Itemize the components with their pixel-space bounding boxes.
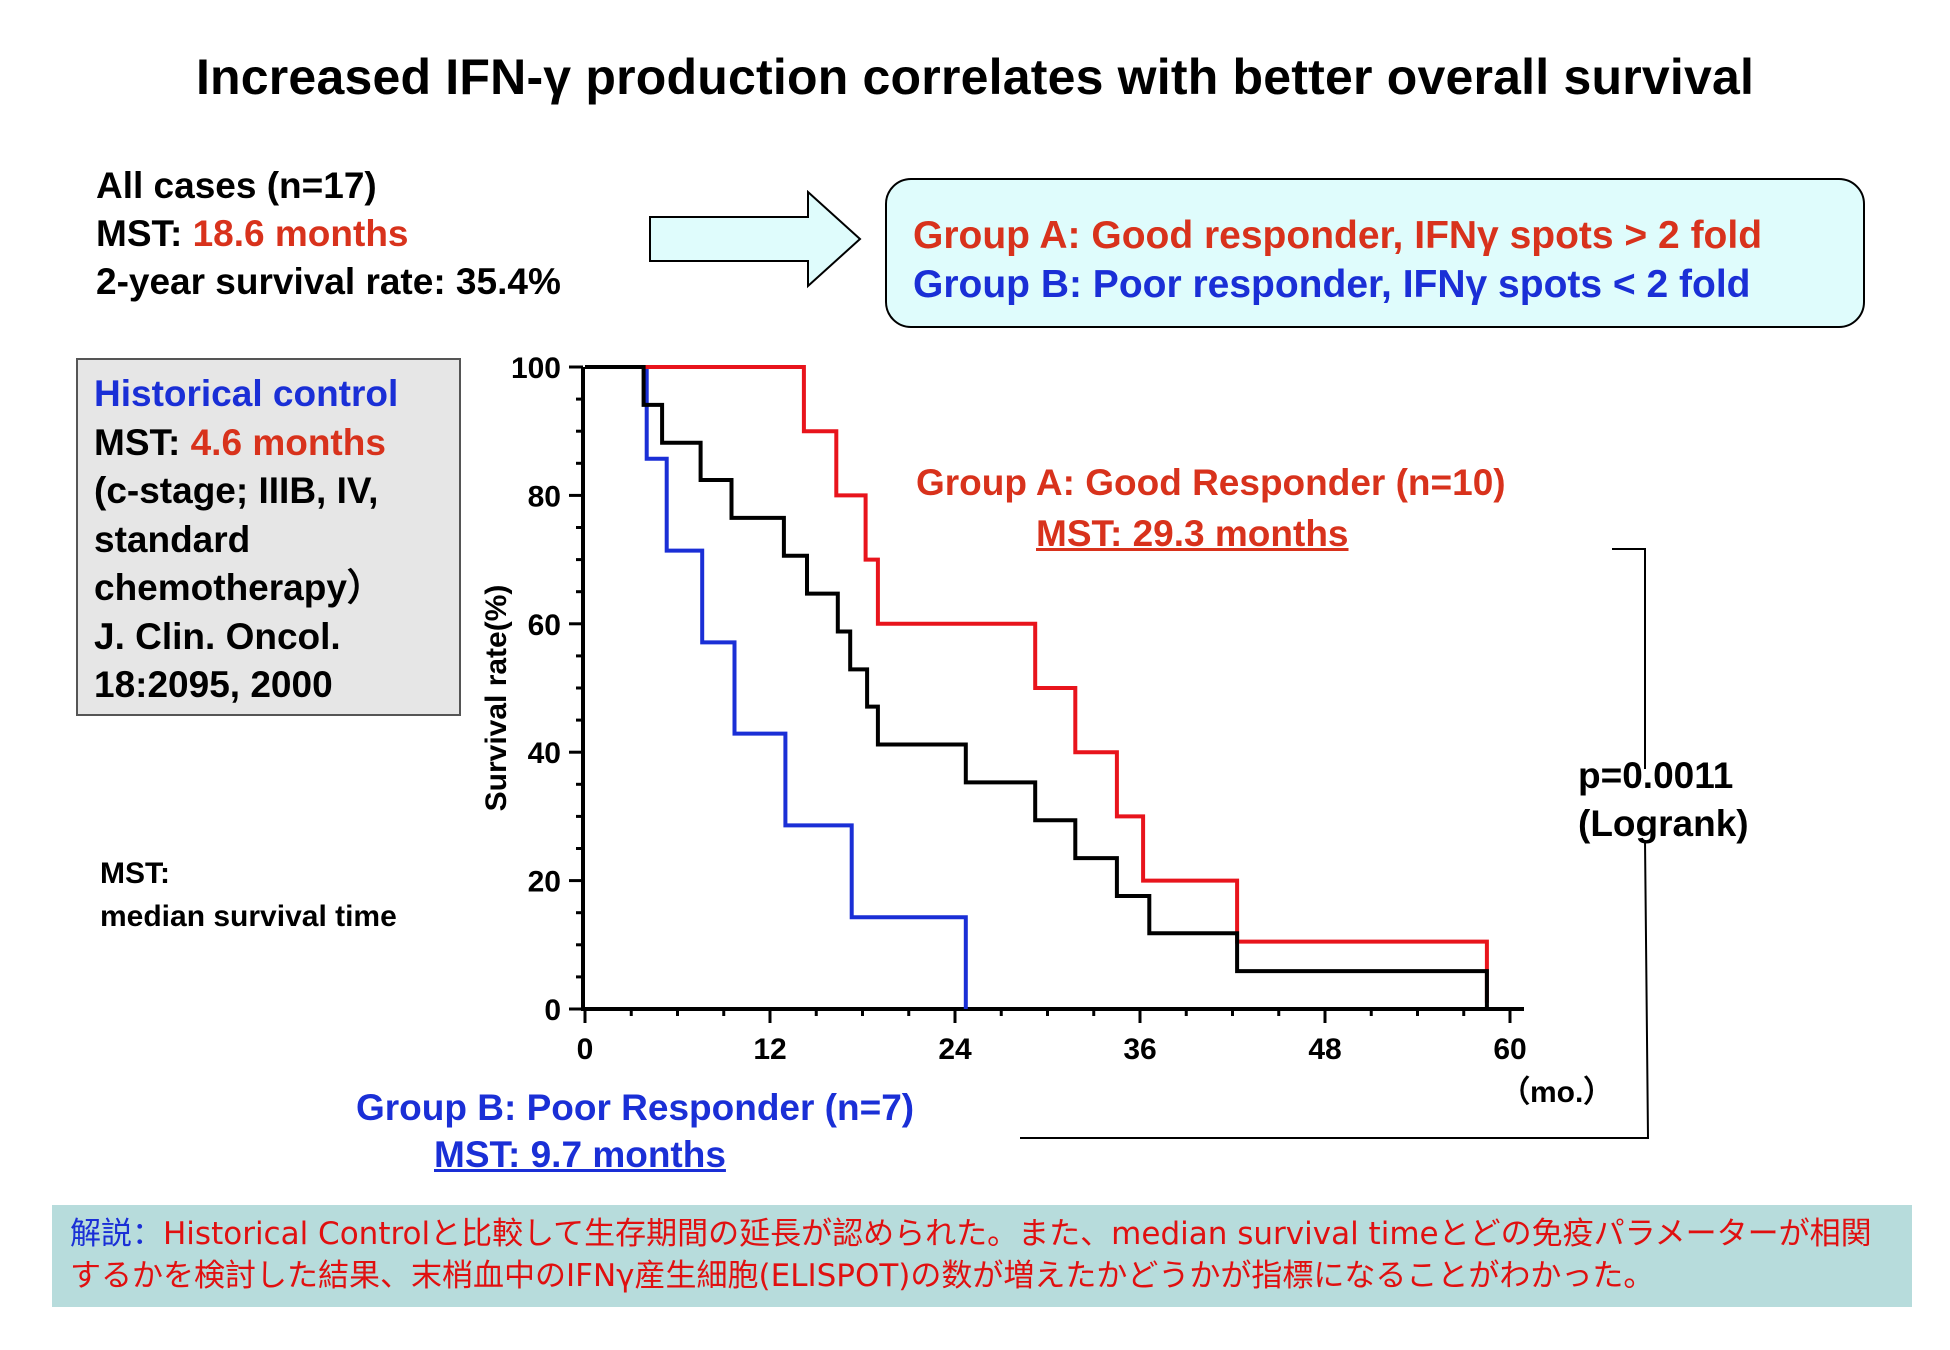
historical-control-heading: Historical control	[94, 373, 399, 414]
footer-explanation: 解説：Historical Controlと比較して生存期間の延長が認められた。…	[52, 1205, 1912, 1307]
historical-control-mst: MST: 4.6 months	[94, 419, 443, 468]
x-tick-label: 24	[938, 1033, 972, 1066]
all-cases-summary: All cases (n=17) MST: 18.6 months 2-year…	[96, 162, 561, 306]
historical-control-mst-value: 4.6 months	[190, 421, 386, 463]
x-tick-label: 12	[753, 1033, 786, 1066]
all-cases-count: All cases (n=17)	[96, 165, 377, 206]
group-a-mst-label: MST: 29.3 months	[1036, 513, 1349, 554]
y-tick-label: 20	[528, 866, 561, 899]
chart-series	[585, 365, 1489, 1009]
historical-control-line: J. Clin. Oncol.	[94, 615, 341, 657]
y-tick-label: 100	[511, 352, 561, 385]
bracket-upper-line	[1612, 548, 1646, 769]
mst-label: MST:	[94, 421, 191, 463]
series-line	[585, 365, 1489, 1009]
footer-line-2: するかを検討した結果、末梢血中のIFNγ産生細胞(ELISPOT)の数が増えたか…	[70, 1258, 1655, 1294]
group-a-definition: Group A: Good responder, IFNγ spots > 2 …	[913, 214, 1763, 257]
mst-abbreviation: MST:	[100, 857, 170, 890]
y-tick-label: 80	[528, 480, 561, 513]
page-title: Increased IFN-γ production correlates wi…	[195, 49, 1755, 105]
historical-control-box: Historical control MST: 4.6 months (c-st…	[76, 358, 461, 716]
y-tick-label: 60	[528, 609, 561, 642]
bracket-lower-line	[1020, 839, 1650, 1139]
x-tick-label: 48	[1308, 1033, 1341, 1066]
right-arrow-icon	[649, 190, 862, 289]
footer-line-1: 解説：Historical Controlと比較して生存期間の延長が認められた。…	[70, 1213, 1894, 1255]
statistical-test: (Logrank)	[1578, 803, 1749, 844]
x-tick-label: 0	[577, 1033, 594, 1066]
chart-axes: 0 20 40 60 80 100 0 12 24 36 48 60 Survival rate(%) （…	[480, 352, 1613, 1109]
group-b-definition: Group B: Poor responder, IFNγ spots < 2 …	[913, 263, 1751, 306]
mst-definition: MST: median survival time	[100, 852, 397, 938]
all-cases-mst-value: 18.6 months	[192, 213, 409, 254]
pvalue-bracket	[1020, 548, 1650, 1139]
footer-text-1: Historical Controlと比較して生存期間の延長が認められた。また、…	[163, 1216, 1872, 1252]
x-axis-label: （mo.）	[1500, 1075, 1613, 1109]
historical-control-line: standard	[94, 518, 251, 560]
footer-lead: 解説：	[70, 1216, 163, 1252]
all-cases-mst: MST: 18.6 months	[96, 210, 561, 258]
mst-label: MST:	[96, 213, 193, 254]
historical-control-line: chemotherapy）	[94, 567, 384, 608]
y-axis-label: Survival rate(%)	[480, 585, 513, 812]
group-definition-box: Group A: Good responder, IFNγ spots > 2 …	[885, 178, 1865, 328]
y-tick-label: 40	[528, 737, 561, 770]
series-line	[585, 365, 1489, 1003]
mst-meaning: median survival time	[100, 900, 397, 933]
historical-control-line: 18:2095, 2000	[94, 664, 333, 705]
y-tick-label: 0	[544, 994, 561, 1027]
series-line	[585, 365, 968, 1009]
group-a-series-label: Group A: Good Responder (n=10)	[916, 462, 1506, 503]
historical-control-line: (c-stage; IIIB, IV,	[94, 470, 379, 511]
group-b-mst-label: MST: 9.7 months	[434, 1134, 726, 1175]
p-value-annotation: p=0.0011 (Logrank)	[1578, 752, 1749, 848]
two-year-survival-rate: 2-year survival rate: 35.4%	[96, 261, 561, 302]
group-b-series-label: Group B: Poor Responder (n=7)	[356, 1087, 915, 1128]
p-value: p=0.0011	[1578, 755, 1734, 796]
x-tick-label: 36	[1123, 1033, 1156, 1066]
x-tick-label: 60	[1493, 1033, 1526, 1066]
